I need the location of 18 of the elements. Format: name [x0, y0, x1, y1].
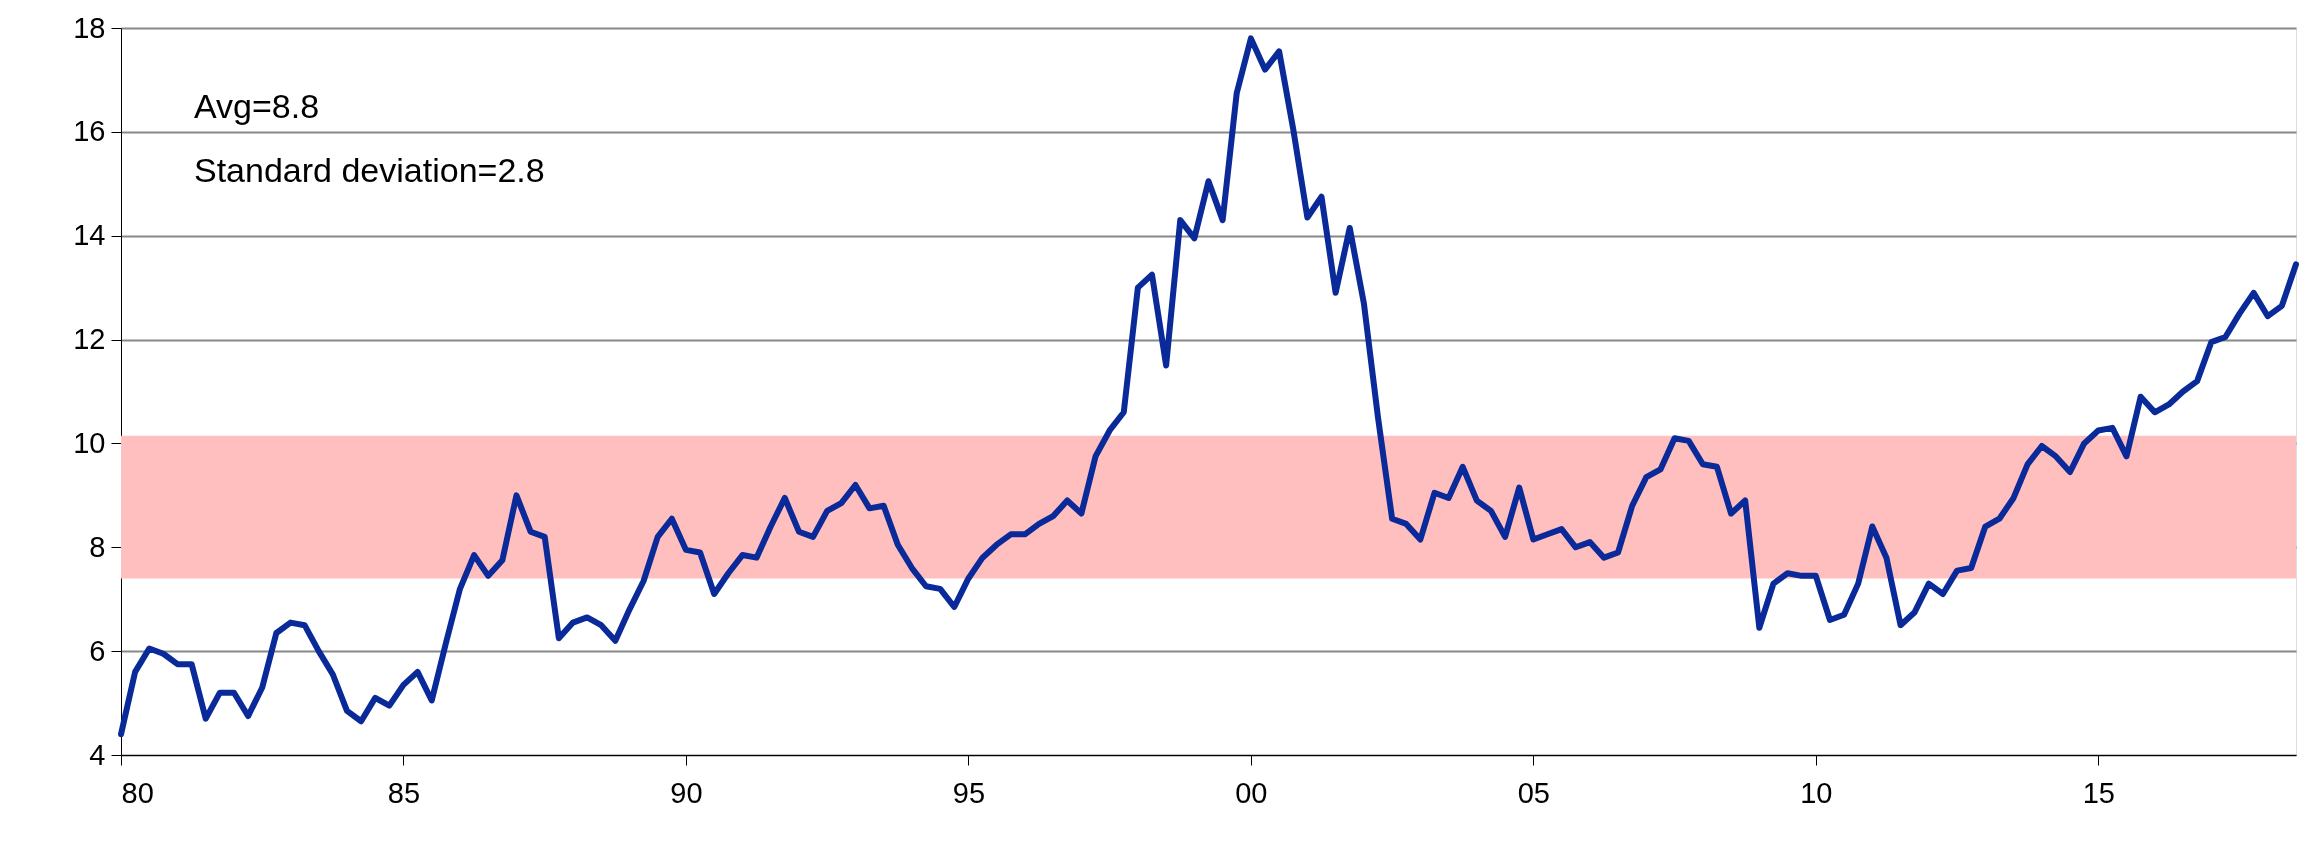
- x-tick-label: 80: [121, 776, 154, 809]
- x-tick-label: 15: [2082, 776, 2115, 809]
- y-tick-label: 6: [89, 634, 106, 667]
- x-tick-label: 05: [1517, 776, 1550, 809]
- y-tick-label: 14: [73, 219, 106, 252]
- x-tick-label: 00: [1235, 776, 1268, 809]
- x-tick-label: 10: [1800, 776, 1833, 809]
- y-tick-label: 10: [73, 426, 106, 459]
- x-tick-label: 90: [670, 776, 703, 809]
- y-tick-label: 16: [73, 115, 106, 148]
- y-tick-label: 12: [73, 323, 106, 356]
- y-tick-label: 8: [89, 530, 106, 563]
- x-tick-label: 95: [952, 776, 986, 809]
- y-tick-label: 18: [73, 11, 106, 44]
- x-tick-label: 85: [387, 776, 421, 809]
- annotation: Standard deviation=2.8: [194, 151, 545, 189]
- annotation: Avg=8.8: [194, 87, 320, 125]
- y-tick-label: 4: [89, 738, 106, 771]
